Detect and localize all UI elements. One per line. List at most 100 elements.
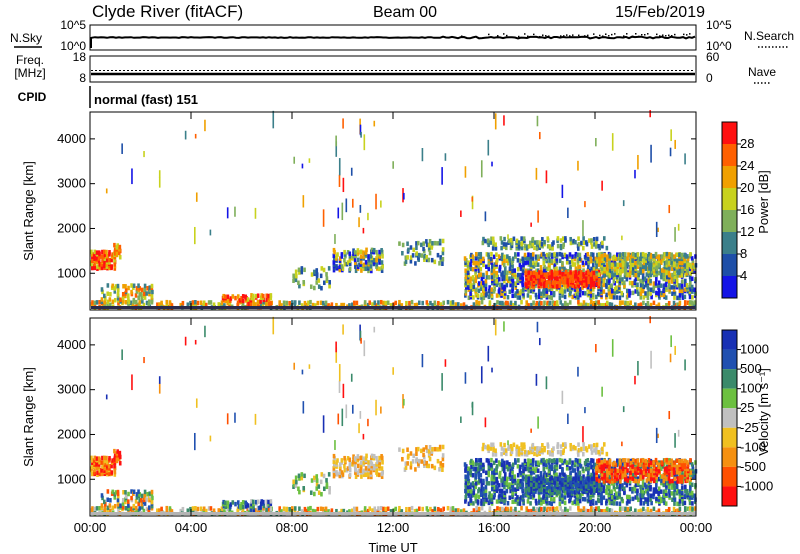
velocity-echo-cell bbox=[309, 490, 313, 495]
power-echo-cell bbox=[90, 252, 94, 257]
velocity-echo-cell bbox=[116, 489, 120, 495]
velocity-echo-cell bbox=[101, 508, 104, 514]
power-echo-cell bbox=[646, 300, 650, 306]
velocity-echo-cell bbox=[105, 460, 109, 465]
power-echo-cell bbox=[138, 292, 142, 297]
velocity-echo-cell bbox=[627, 458, 630, 463]
power-echo-cell bbox=[430, 257, 434, 263]
power-echo-cell bbox=[516, 295, 520, 300]
velocity-echo-cell bbox=[539, 471, 543, 476]
power-echo-cell bbox=[614, 262, 617, 267]
power-echo-cell bbox=[480, 276, 484, 281]
power-echo-cell bbox=[591, 252, 595, 258]
power-echo-cell bbox=[477, 252, 481, 257]
velocity-echo-cell bbox=[138, 492, 142, 497]
power-echo-cell bbox=[401, 250, 404, 256]
velocity-echo-cell bbox=[420, 448, 423, 454]
power-echo-cell bbox=[681, 258, 685, 264]
power-echo-cell bbox=[549, 283, 552, 289]
power-echo-cell bbox=[537, 210, 539, 223]
velocity-echo-cell bbox=[600, 509, 604, 514]
velocity-echo-cell bbox=[545, 472, 549, 478]
velocity-echo-cell bbox=[442, 506, 445, 512]
power-echo-cell bbox=[670, 266, 674, 272]
velocity-echo-cell bbox=[500, 451, 503, 457]
power-echo-cell bbox=[269, 301, 273, 306]
velocity-echo-cell bbox=[226, 506, 229, 512]
velocity-echo-cell bbox=[665, 483, 668, 488]
power-echo-cell bbox=[532, 276, 536, 281]
power-echo-cell bbox=[577, 241, 581, 247]
power-echo-cell bbox=[315, 272, 319, 277]
velocity-echo-cell bbox=[551, 452, 554, 457]
power-echo-cell bbox=[619, 273, 622, 278]
velocity-echo-cell bbox=[421, 506, 424, 512]
velocity-echo-cell bbox=[294, 475, 298, 481]
power-echo-cell bbox=[149, 287, 152, 293]
power-echo-cell bbox=[534, 240, 537, 245]
velocity-echo-cell bbox=[431, 447, 434, 452]
power-echo-cell bbox=[459, 303, 463, 308]
power-echo-cell bbox=[561, 289, 564, 294]
power-echo-cell bbox=[135, 289, 139, 294]
velocity-echo-cell bbox=[623, 480, 627, 485]
power-echo-cell bbox=[285, 302, 288, 308]
power-echo-cell bbox=[475, 302, 479, 307]
power-echo-cell bbox=[479, 251, 483, 257]
velocity-echo-cell bbox=[115, 457, 119, 462]
nsearch-point bbox=[635, 33, 637, 35]
power-echo-cell bbox=[561, 271, 564, 277]
velocity-echo-cell bbox=[615, 495, 619, 500]
velocity-echo-cell bbox=[509, 443, 513, 449]
velocity-echo-cell bbox=[515, 444, 519, 450]
velocity-echo-cell bbox=[688, 480, 692, 486]
nsearch-label: N.Search bbox=[744, 29, 794, 43]
power-echo-cell bbox=[407, 247, 410, 253]
power-echo-cell bbox=[297, 267, 301, 273]
power-echo-cell bbox=[477, 303, 481, 308]
power-echo-cell bbox=[585, 270, 588, 276]
velocity-echo-cell bbox=[618, 508, 622, 514]
power-echo-cell bbox=[679, 268, 682, 274]
nsearch-point bbox=[539, 35, 541, 38]
velocity-echo-cell bbox=[551, 506, 555, 511]
velocity-echo-cell bbox=[671, 497, 674, 502]
power-echo-cell bbox=[539, 240, 542, 245]
velocity-echo-cell bbox=[189, 506, 192, 512]
velocity-echo-cell bbox=[487, 460, 491, 466]
velocity-echo-cell bbox=[626, 468, 629, 473]
power-echo-cell bbox=[588, 238, 591, 243]
velocity-echo-cell bbox=[514, 491, 518, 496]
velocity-echo-cell bbox=[441, 456, 445, 462]
power-echo-cell bbox=[536, 254, 540, 259]
velocity-echo-cell bbox=[566, 493, 570, 498]
velocity-echo-cell bbox=[375, 470, 378, 475]
velocity-echo-cell bbox=[265, 503, 269, 508]
velocity-echo-cell bbox=[251, 499, 255, 505]
velocity-echo-cell bbox=[652, 506, 656, 512]
power-echo-cell bbox=[599, 289, 603, 294]
power-echo-cell bbox=[676, 302, 679, 307]
power-echo-cell bbox=[471, 275, 475, 280]
power-echo-cell bbox=[540, 291, 543, 296]
velocity-echo-cell bbox=[366, 508, 370, 514]
power-echo-cell bbox=[113, 247, 117, 253]
power-echo-cell bbox=[101, 302, 104, 308]
power-echo-cell bbox=[545, 170, 548, 184]
power-echo-cell bbox=[310, 272, 314, 277]
power-echo-cell bbox=[691, 266, 694, 272]
power-echo-cell bbox=[536, 268, 540, 273]
nsky-series bbox=[90, 35, 696, 48]
velocity-echo-cell bbox=[646, 497, 650, 502]
velocity-echo-cell bbox=[628, 479, 632, 484]
power-echo-cell bbox=[204, 119, 206, 132]
velocity-echo-cell bbox=[409, 461, 413, 466]
power-echo-cell bbox=[495, 258, 499, 263]
velocity-echo-cell bbox=[581, 496, 585, 502]
power-echo-cell bbox=[366, 302, 370, 308]
power-echo-cell bbox=[689, 277, 692, 282]
power-echo-cell bbox=[559, 238, 563, 243]
velocity-echo-cell bbox=[535, 474, 538, 480]
power-echo-cell bbox=[375, 261, 379, 267]
power-echo-cell bbox=[350, 167, 353, 176]
